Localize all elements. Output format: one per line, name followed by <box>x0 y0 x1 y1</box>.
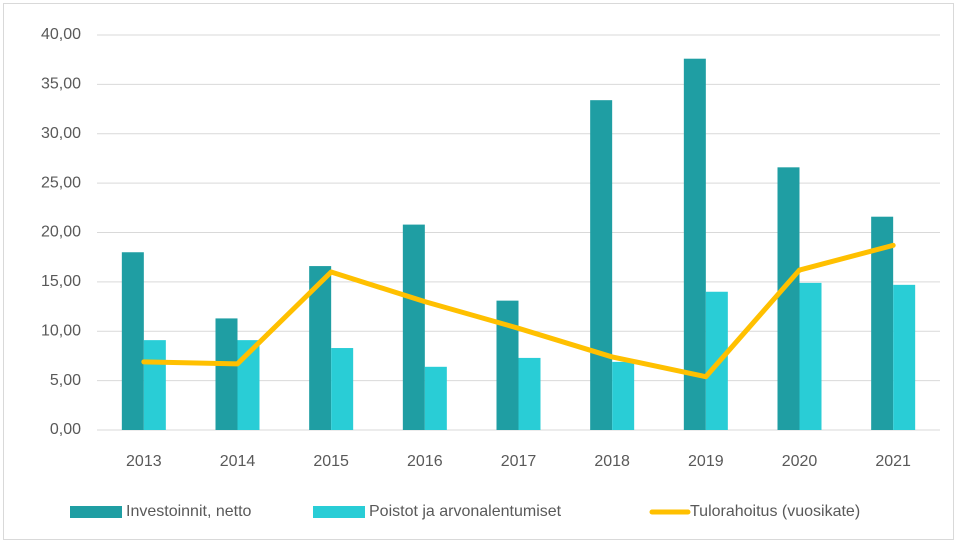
bar <box>215 318 238 430</box>
y-tick-label: 20,00 <box>41 224 81 241</box>
bar <box>121 252 144 430</box>
legend-label: Investoinnit, netto <box>126 503 252 520</box>
bar <box>683 58 706 430</box>
bar <box>893 284 916 430</box>
y-tick-label: 10,00 <box>41 322 81 339</box>
y-tick-label: 40,00 <box>41 26 81 43</box>
y-tick-label: 35,00 <box>41 76 81 93</box>
y-tick-label: 25,00 <box>41 174 81 191</box>
x-tick-label: 2014 <box>220 453 256 470</box>
y-tick-label: 0,00 <box>50 421 81 438</box>
bar <box>777 167 800 430</box>
bar <box>799 282 822 430</box>
x-tick-label: 2013 <box>126 453 162 470</box>
y-tick-label: 5,00 <box>50 372 81 389</box>
x-tick-label: 2021 <box>875 453 911 470</box>
y-tick-label: 15,00 <box>41 273 81 290</box>
bar <box>402 224 425 430</box>
bar <box>518 357 541 430</box>
x-tick-label: 2017 <box>501 453 537 470</box>
bar <box>331 348 354 430</box>
bar <box>590 100 613 431</box>
bar <box>871 216 894 430</box>
bar <box>612 361 635 430</box>
y-tick-label: 30,00 <box>41 125 81 142</box>
x-tick-label: 2020 <box>782 453 818 470</box>
legend-swatch <box>313 506 365 518</box>
legend-label: Tulorahoitus (vuosikate) <box>690 503 860 520</box>
x-tick-label: 2016 <box>407 453 443 470</box>
bar <box>309 266 332 430</box>
line-series <box>141 242 896 380</box>
x-tick-label: 2019 <box>688 453 724 470</box>
x-tick-label: 2018 <box>594 453 630 470</box>
bar <box>143 340 166 430</box>
bar <box>496 300 519 430</box>
bar <box>424 366 447 430</box>
bar <box>237 340 260 430</box>
legend-label: Poistot ja arvonalentumiset <box>369 503 562 520</box>
x-tick-label: 2015 <box>313 453 349 470</box>
legend-swatch <box>70 506 122 518</box>
